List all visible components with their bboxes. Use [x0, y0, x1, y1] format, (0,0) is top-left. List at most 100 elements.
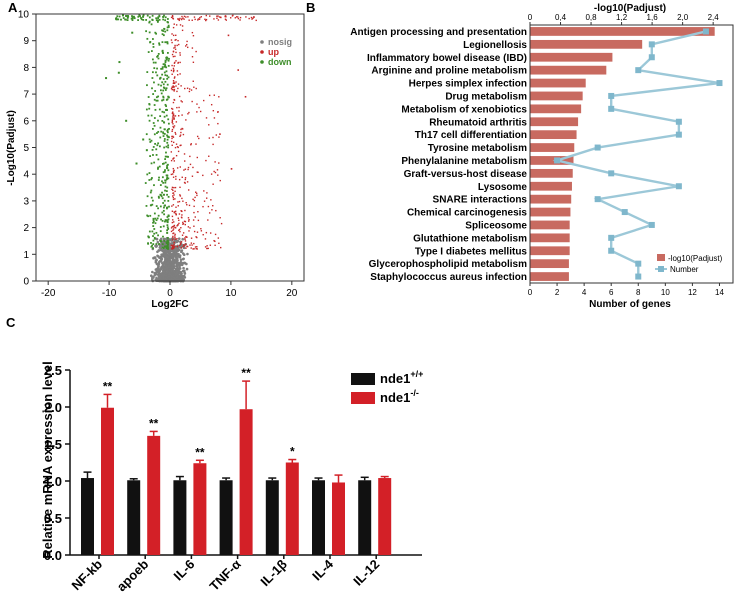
down-point [166, 41, 169, 44]
up-point [196, 231, 199, 233]
down-point [148, 138, 151, 141]
up-point [225, 19, 227, 21]
down-point [142, 19, 145, 21]
nosig-point [179, 258, 183, 262]
down-point [152, 220, 155, 223]
nosig-point [157, 249, 161, 252]
down-point [117, 71, 120, 74]
up-point [173, 65, 175, 67]
down-point [154, 222, 157, 225]
nosig-point [186, 252, 189, 256]
up-point [193, 211, 195, 214]
down-point [153, 98, 156, 101]
down-point [163, 121, 166, 124]
down-point [167, 246, 169, 249]
up-point [170, 16, 173, 19]
down-point [164, 30, 167, 33]
up-point [172, 173, 174, 175]
up-point [179, 244, 181, 247]
down-point [167, 155, 169, 158]
up-point [175, 213, 177, 216]
up-point [218, 16, 221, 18]
nosig-point [154, 278, 158, 282]
enrichment-chart: 0 0,4 0,8 1,2 1,6 2,0 2,4 0 2 4 6 8 10 12 14 Antigen p… [350, 3, 734, 310]
nosig-point [151, 270, 154, 274]
significance-label: ** [195, 445, 205, 459]
up-point [173, 23, 175, 25]
down-point [147, 114, 150, 117]
number-marker [648, 54, 655, 61]
down-point [167, 76, 170, 79]
y-tick-label: 4 [23, 170, 29, 181]
down-point [147, 51, 150, 53]
expression-legend: nde1+/+nde1-/- [351, 369, 423, 405]
up-point [186, 204, 188, 206]
down-point [167, 243, 169, 245]
up-point [248, 17, 250, 20]
up-point [208, 124, 210, 126]
enrichment-bar [530, 156, 574, 165]
up-point [224, 18, 227, 20]
down-point [151, 148, 154, 151]
up-point [181, 25, 184, 27]
up-point [213, 94, 215, 96]
down-point [151, 127, 154, 130]
up-point [173, 160, 176, 162]
up-point [207, 219, 209, 221]
down-point [163, 138, 166, 140]
up-point [212, 205, 214, 207]
down-point [168, 57, 170, 60]
down-point [157, 57, 160, 60]
down-point [154, 142, 156, 145]
up-point [188, 230, 190, 232]
down-point [167, 244, 169, 246]
nosig-point [155, 237, 158, 241]
down-point [168, 127, 170, 130]
down-point [153, 133, 156, 136]
up-point [195, 247, 197, 250]
up-point [185, 119, 187, 121]
nosig-point [161, 273, 164, 277]
y-tick-label: 10 [18, 10, 30, 21]
up-point [207, 247, 209, 250]
nosig-point [162, 270, 166, 274]
down-point [162, 89, 165, 92]
number-marker [608, 234, 615, 241]
down-point [152, 154, 154, 156]
down-point [156, 21, 159, 23]
nosig-point [176, 240, 179, 243]
up-point [213, 117, 216, 119]
enrichment-bar [530, 220, 570, 230]
down-point [142, 138, 145, 141]
up-point [174, 46, 176, 48]
up-point [171, 248, 173, 250]
down-point [146, 195, 149, 198]
up-point [181, 234, 184, 236]
legend-line-label: Number [670, 265, 699, 274]
down-point [153, 67, 156, 70]
down-point [162, 16, 165, 18]
up-point [172, 67, 175, 70]
up-point [214, 171, 217, 174]
down-point [162, 209, 165, 212]
down-point [156, 132, 158, 134]
up-point [207, 205, 210, 208]
up-point [184, 220, 187, 223]
down-point [157, 119, 159, 122]
up-point [174, 226, 177, 229]
y-tick-label: 0 [23, 277, 29, 288]
down-point [166, 245, 169, 247]
nosig-point [156, 266, 160, 270]
up-point [178, 19, 180, 22]
up-point [186, 43, 188, 46]
up-point [172, 69, 175, 71]
up-point [173, 221, 175, 223]
down-point [165, 190, 168, 192]
category-label: Inflammatory bowel disease (IBD) [367, 53, 527, 64]
up-point [170, 140, 173, 143]
up-point [174, 131, 176, 134]
down-point [145, 133, 148, 136]
down-point [164, 59, 167, 62]
up-point [210, 199, 212, 201]
down-point [160, 130, 163, 133]
